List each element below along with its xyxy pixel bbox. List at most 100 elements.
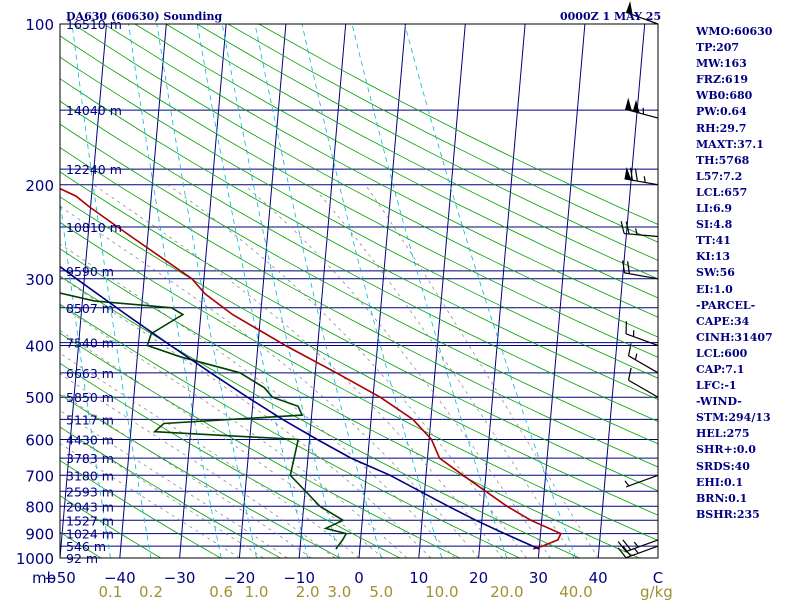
temperature-tick-label: 10 [409,569,428,587]
index-l57: L57:7.2 [696,169,743,183]
height-label: 3783 m [66,451,114,466]
temperature-tick-label: 20 [469,569,488,587]
mixing-ratio-line [156,24,257,558]
wind-barb-shaft [625,474,659,488]
wind-barb-shaft [624,232,659,238]
index-lcl: LCL:657 [696,185,748,199]
wind-barb [617,539,659,553]
wind-barb [620,221,659,238]
temperature-tick-label: −50 [44,569,76,587]
height-label: 6663 m [66,366,114,381]
wind-barb-shaft [624,272,659,280]
wind-barb-half [624,480,630,487]
temperature-tick-label: −40 [104,569,136,587]
index-ehi: EHI:0.1 [696,475,744,489]
wind-barb-shaft [625,333,659,347]
wind-barb-shaft [625,11,659,25]
wind-barb [625,97,659,119]
height-label: 12240 m [66,162,122,177]
dry-adiabat-line [60,303,520,558]
index-stm: STM:294/13 [696,411,771,425]
temperature-tick-label: 40 [589,569,608,587]
index-tp: TP:207 [696,41,740,55]
dewpoint-profile-line [60,292,348,550]
height-label: 546 m [66,539,106,554]
wind-barb-full [634,168,638,182]
temperature-tick-label: C [653,569,663,587]
moist-adiabat-line [167,184,527,558]
pressure-tick-label: 400 [25,338,54,356]
height-label: 10810 m [66,220,122,235]
index-cinh: CINH:31407 [696,330,773,344]
dry-adiabat-line [60,426,281,558]
wind-barb [624,167,659,186]
dry-adiabat-line [60,196,658,516]
dry-adiabat-line [60,332,460,558]
index-brn: BRN:0.1 [696,491,748,505]
height-label: 3180 m [66,468,114,483]
isotherm-line [298,24,347,558]
dry-adiabat-line [60,495,162,558]
index-si: SI:4.8 [696,218,733,232]
wind-barb-pennant [625,97,632,112]
index-li: LI:6.9 [696,202,733,216]
parcel-section-heading: -PARCEL- [696,298,756,312]
sounding-datetime: 0000Z 1 MAY 25 [560,10,661,23]
index-hel: HEL:275 [696,427,750,441]
mixing-ratio-line [128,24,222,558]
isotherm-line [478,24,526,558]
index-ei: EI:1.0 [696,282,733,296]
dry-adiabat-line [60,394,341,558]
moist-adiabat-line [60,392,312,558]
station-title: DA630 (60630) Sounding [66,10,223,23]
mixing-ratio-tick-label: 0.2 [139,583,163,600]
temperature-tick-label: 0 [354,569,364,587]
mixing-ratio-tick-label: 2.0 [296,583,320,600]
mixing-ratio-line [301,24,443,558]
index-cape: CAPE:34 [696,314,750,328]
dry-adiabat-line [60,362,401,558]
dry-adiabat-line [165,24,658,280]
height-label: 8507 m [66,301,114,316]
index-shr: SHR+:0.0 [696,443,756,457]
mixing-ratio-line [196,24,309,558]
mixing-ratio-line [60,196,111,558]
moist-adiabat-line [60,205,479,558]
moist-adiabat-line [60,410,288,558]
wind-barb-half [643,176,646,183]
wind-barb [627,367,659,398]
mixing-ratio-line [71,24,152,558]
wind-barb-shaft [625,539,659,553]
height-label: 2043 m [66,499,114,514]
wind-barb-half [634,353,638,360]
wind-barb-full [627,367,632,381]
wind-barb-half [633,547,639,554]
mixing-ratio-tick-label: 0.1 [98,583,122,600]
mixing-ratio-tick-label: 40.0 [559,583,592,600]
dry-adiabat-line [134,24,658,299]
dry-adiabat-line [72,24,658,338]
wind-barb-shaft [628,355,659,374]
wind-barb-full [626,261,631,274]
height-label: 5117 m [66,412,114,427]
index-tt: TT:41 [696,234,731,248]
pressure-tick-label: 1000 [16,550,54,568]
wind-barb-pennant [624,167,632,181]
dry-adiabat-line [60,100,658,422]
parcel-profile-line [60,265,540,550]
isotherm-line [238,24,287,558]
wind-barb [625,321,659,347]
pressure-tick-label: 600 [25,432,54,450]
wind-barb-full [622,260,626,273]
wind-barb-half [633,541,639,548]
mixing-ratio-unit-label: g/kg [640,583,673,600]
index-cap: CAP:7.1 [696,362,745,376]
wind-barb [624,474,659,488]
index-wmo: WMO:60630 [696,25,773,38]
dry-adiabat-line [60,123,658,445]
pressure-tick-label: 100 [25,16,54,34]
pressure-tick-label: 300 [25,271,54,289]
height-label: 4430 m [66,433,114,448]
moist-adiabat-line [310,184,575,558]
dry-adiabat-line [60,56,658,379]
